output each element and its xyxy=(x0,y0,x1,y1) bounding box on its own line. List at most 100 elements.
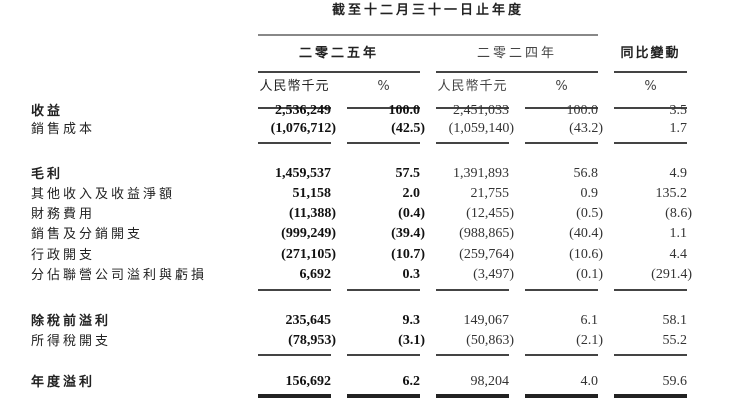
cell-value: 51,158 xyxy=(292,186,332,201)
cell-value: (3,497) xyxy=(473,267,514,282)
divider xyxy=(347,107,420,109)
cell-value: 59.6 xyxy=(662,374,688,389)
divider xyxy=(258,107,331,109)
double-underline xyxy=(525,394,598,398)
cell-value: 4.4 xyxy=(669,247,688,262)
unit-header: 人民幣千元 xyxy=(437,79,508,94)
cell-value: (2.1) xyxy=(576,333,603,348)
unit-header: % xyxy=(377,79,390,94)
cell-value: 56.8 xyxy=(573,166,599,181)
cell-value: (1,076,712) xyxy=(270,121,336,136)
divider xyxy=(258,142,331,144)
unit-header: % xyxy=(555,79,568,94)
cell-value: (10.7) xyxy=(391,247,425,262)
cell-value: (1,059,140) xyxy=(448,121,514,136)
divider xyxy=(614,142,687,144)
cell-value: 6.1 xyxy=(580,313,599,328)
unit-header: 人民幣千元 xyxy=(259,79,330,94)
cell-value: 100.0 xyxy=(566,103,599,118)
cell-value: (0.5) xyxy=(576,206,603,221)
cell-value: 2.0 xyxy=(402,186,421,201)
cell-value: (50,863) xyxy=(466,333,514,348)
cell-value: (43.2) xyxy=(569,121,603,136)
year-2024-header: 二零二四年 xyxy=(476,46,557,61)
cell-value: (988,865) xyxy=(459,226,514,241)
year-2025-header: 二零二五年 xyxy=(298,46,379,61)
cell-value: 58.1 xyxy=(662,313,688,328)
divider xyxy=(614,354,687,356)
cell-value: 57.5 xyxy=(395,166,421,181)
cell-value: (999,249) xyxy=(281,226,336,241)
row-label: 所得稅開支 xyxy=(31,334,112,349)
cell-value: (8.6) xyxy=(665,206,692,221)
cell-value: 1.1 xyxy=(669,226,688,241)
cell-value: (42.5) xyxy=(391,121,425,136)
double-underline xyxy=(347,394,420,398)
divider xyxy=(525,142,598,144)
cell-value: (0.4) xyxy=(398,206,425,221)
divider xyxy=(614,107,687,109)
cell-value: 9.3 xyxy=(402,313,421,328)
divider xyxy=(436,107,509,109)
row-label: 銷售及分銷開支 xyxy=(31,227,144,242)
cell-value: 0.3 xyxy=(402,267,421,282)
divider xyxy=(525,107,598,109)
divider xyxy=(614,289,687,291)
cell-value: 1,391,893 xyxy=(453,166,509,181)
yoy-header: 同比變動 xyxy=(620,46,681,61)
divider xyxy=(347,289,420,291)
unit-header: % xyxy=(644,79,657,94)
cell-value: 1.7 xyxy=(669,121,688,136)
cell-value: (11,388) xyxy=(288,206,336,221)
divider xyxy=(258,34,598,36)
divider xyxy=(525,289,598,291)
row-label: 毛利 xyxy=(31,167,64,182)
cell-value: (40.4) xyxy=(569,226,603,241)
double-underline xyxy=(436,394,509,398)
divider xyxy=(258,354,331,356)
cell-value: 3.5 xyxy=(669,103,688,118)
cell-value: 98,204 xyxy=(470,374,510,389)
cell-value: (271,105) xyxy=(281,247,336,262)
double-underline xyxy=(614,394,687,398)
cell-value: 135.2 xyxy=(655,186,688,201)
cell-value: 235,645 xyxy=(285,313,332,328)
cell-value: 149,067 xyxy=(463,313,510,328)
cell-value: (291.4) xyxy=(651,267,692,282)
cell-value: 156,692 xyxy=(285,374,332,389)
row-label: 除稅前溢利 xyxy=(31,314,112,329)
row-label: 其他收入及收益淨額 xyxy=(31,187,176,202)
cell-value: 6,692 xyxy=(299,267,332,282)
cell-value: 4.0 xyxy=(580,374,599,389)
cell-value: 6.2 xyxy=(402,374,421,389)
divider xyxy=(436,142,509,144)
divider xyxy=(347,142,420,144)
divider xyxy=(258,71,420,73)
cell-value: (0.1) xyxy=(576,267,603,282)
period-header: 截至十二月三十一日止年度 xyxy=(331,3,524,18)
cell-value: (259,764) xyxy=(459,247,514,262)
divider xyxy=(258,289,331,291)
cell-value: 0.9 xyxy=(580,186,599,201)
cell-value: (39.4) xyxy=(391,226,425,241)
row-label: 財務費用 xyxy=(31,207,96,222)
cell-value: 2,536,249 xyxy=(275,103,331,118)
row-label: 年度溢利 xyxy=(31,375,96,390)
row-label: 行政開支 xyxy=(31,248,96,263)
cell-value: 2,451,033 xyxy=(453,103,509,118)
divider xyxy=(525,354,598,356)
cell-value: (10.6) xyxy=(569,247,603,262)
double-underline xyxy=(258,394,331,398)
row-label: 收益 xyxy=(31,104,64,119)
divider xyxy=(436,71,598,73)
cell-value: (3.1) xyxy=(398,333,425,348)
row-label: 銷售成本 xyxy=(31,122,96,137)
cell-value: 1,459,537 xyxy=(275,166,331,181)
divider xyxy=(436,354,509,356)
cell-value: 55.2 xyxy=(662,333,688,348)
row-label: 分佔聯營公司溢利與虧損 xyxy=(31,268,208,283)
divider xyxy=(347,354,420,356)
cell-value: (78,953) xyxy=(288,333,336,348)
divider xyxy=(436,289,509,291)
cell-value: (12,455) xyxy=(466,206,514,221)
